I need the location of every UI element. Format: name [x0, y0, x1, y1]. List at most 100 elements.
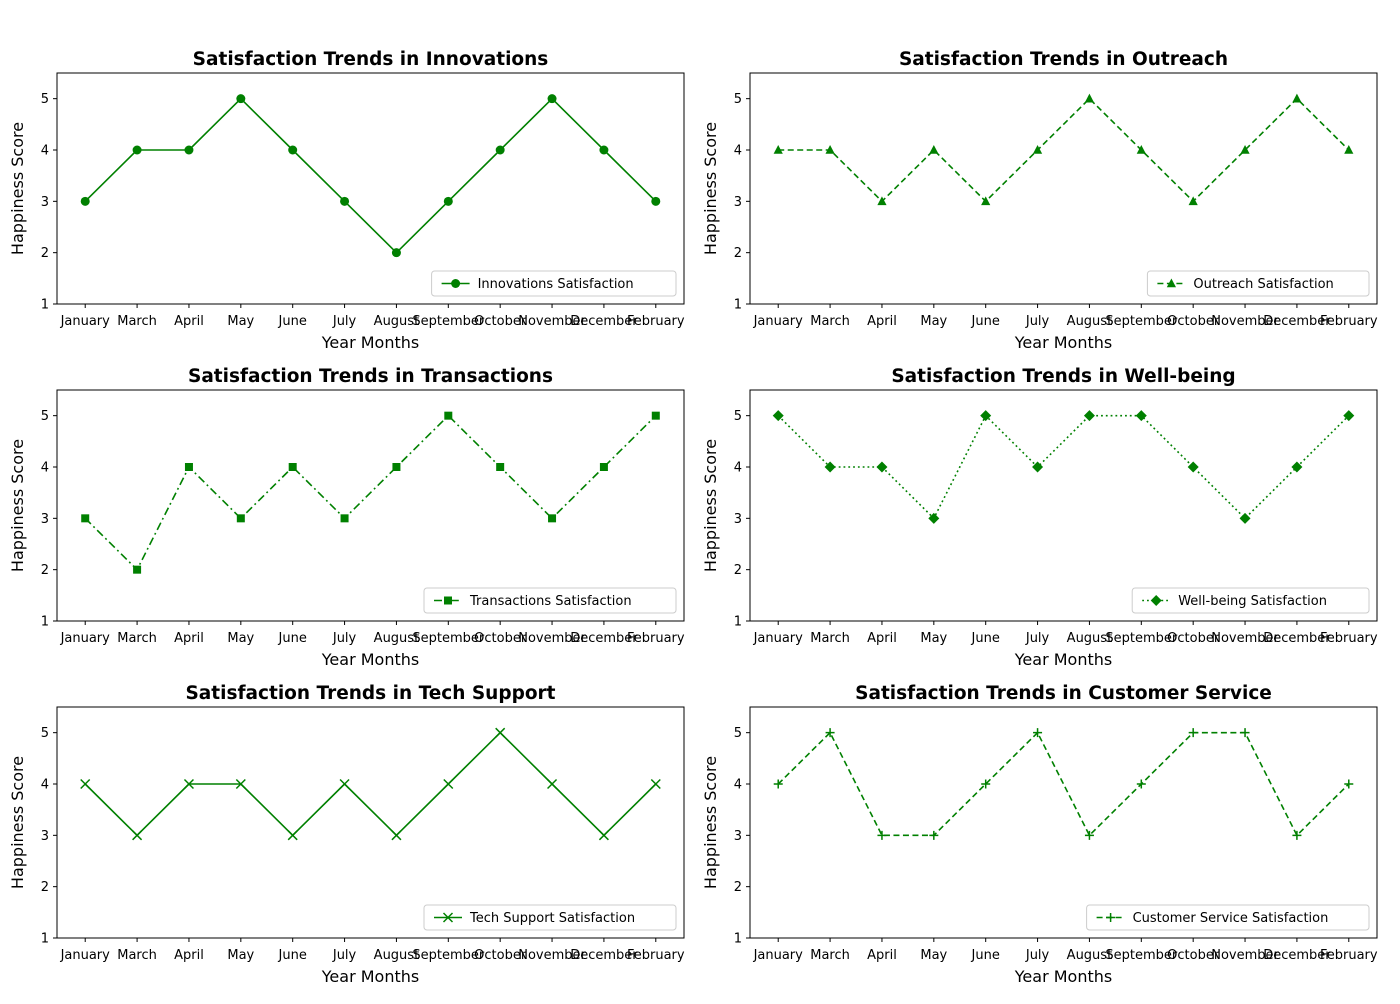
x-tick-label: July [332, 631, 357, 646]
data-point [598, 830, 609, 841]
y-tick-label: 1 [41, 615, 49, 630]
legend-marker [1150, 595, 1162, 606]
data-point [391, 830, 402, 841]
x-tick-label: March [810, 631, 850, 646]
series-line [84, 731, 657, 837]
legend-label: Customer Service Satisfaction [1133, 911, 1329, 926]
legend-label: Tech Support Satisfaction [469, 911, 635, 926]
data-point [825, 145, 835, 154]
x-tick-label: May [227, 314, 254, 329]
legend-marker [451, 279, 461, 288]
axes-frame [749, 72, 1378, 305]
x-axis-label: Year Months [321, 650, 419, 669]
x-tick-label: July [1025, 314, 1050, 329]
data-point [495, 727, 506, 738]
data-point [1188, 196, 1198, 206]
data-point [547, 94, 557, 104]
x-tick-label: April [867, 948, 897, 963]
y-axis-label: Happiness Score [701, 439, 720, 572]
subplot-4: Satisfaction Trends in Well-being 1 2 3 4 5 Ja… [701, 366, 1378, 669]
y-axis-label: Happiness Score [8, 756, 27, 889]
data-point [339, 778, 350, 790]
data-point [340, 514, 349, 523]
y-axis-label: Happiness Score [701, 756, 720, 889]
x-tick-label: October [474, 314, 527, 329]
subplot-2: Satisfaction Trends in Outreach 1 2 3 4 5 Janu… [701, 49, 1378, 352]
data-point [1084, 93, 1095, 103]
data-point [599, 145, 609, 155]
x-tick-label: August [374, 948, 420, 963]
x-tick-label: June [278, 314, 307, 329]
data-point [981, 196, 991, 206]
y-tick-label: 2 [734, 246, 742, 261]
x-tick-label: December [1263, 631, 1331, 646]
y-tick-label: 4 [41, 461, 49, 476]
x-tick-label: June [278, 631, 307, 646]
x-tick-label: February [1320, 314, 1378, 329]
x-tick-label: May [227, 948, 254, 963]
data-point [1032, 461, 1044, 473]
data-point [1083, 410, 1095, 422]
y-axis-label: Happiness Score [8, 439, 27, 572]
y-tick-label: 3 [734, 512, 742, 527]
x-tick-label: August [1067, 631, 1113, 646]
y-tick-label: 1 [734, 615, 742, 630]
legend: Tech Support Satisfaction [423, 904, 677, 931]
y-tick-label: 1 [734, 298, 742, 313]
axes-frame [749, 389, 1378, 622]
x-tick-label: September [1105, 314, 1178, 329]
x-axis-label: Year Months [1014, 967, 1112, 986]
x-tick-label: June [971, 314, 1000, 329]
data-point [980, 410, 992, 422]
legend-label: Innovations Satisfaction [478, 277, 634, 292]
data-point [81, 514, 90, 523]
y-tick-label: 1 [41, 932, 49, 947]
y-tick-label: 3 [41, 195, 49, 210]
data-point [599, 463, 608, 471]
x-tick-label: November [1211, 948, 1279, 963]
legend-box [1131, 587, 1370, 614]
data-point [547, 778, 558, 790]
x-tick-label: September [1105, 948, 1178, 963]
legend: Customer Service Satisfaction [1086, 904, 1370, 931]
y-tick-label: 1 [734, 932, 742, 947]
data-point [825, 728, 835, 738]
y-tick-label: 5 [734, 726, 742, 741]
legend-box [1146, 270, 1370, 297]
data-point [132, 830, 143, 841]
data-point [1136, 779, 1146, 789]
data-point [651, 196, 661, 206]
data-point [1291, 461, 1303, 473]
data-point [929, 145, 939, 154]
series-line [84, 97, 657, 254]
x-tick-label: November [1211, 314, 1279, 329]
data-point [235, 778, 246, 790]
legend-marker [444, 596, 452, 605]
y-tick-label: 4 [41, 778, 49, 793]
y-tick-label: 2 [41, 880, 49, 895]
legend-box [423, 904, 677, 931]
data-point [288, 145, 298, 155]
chart-title: Satisfaction Trends in Outreach [899, 49, 1228, 70]
series-line [84, 414, 657, 571]
x-tick-label: May [920, 948, 947, 963]
data-point [288, 463, 297, 471]
y-tick-label: 2 [41, 246, 49, 261]
x-tick-label: August [1067, 948, 1113, 963]
axes-frame [56, 706, 685, 939]
x-tick-label: October [474, 948, 527, 963]
chart-title: Satisfaction Trends in Innovations [193, 49, 549, 70]
data-point [1239, 512, 1251, 524]
x-tick-label: March [810, 948, 850, 963]
x-tick-label: January [60, 314, 111, 329]
legend-marker [442, 912, 454, 923]
legend-label: Outreach Satisfaction [1193, 277, 1333, 292]
x-tick-label: February [627, 314, 685, 329]
y-tick-label: 5 [734, 409, 742, 424]
x-axis-label: Year Months [321, 967, 419, 986]
x-tick-label: November [518, 314, 586, 329]
y-axis-label: Happiness Score [701, 122, 720, 255]
y-tick-label: 4 [41, 144, 49, 159]
x-tick-label: March [810, 314, 850, 329]
